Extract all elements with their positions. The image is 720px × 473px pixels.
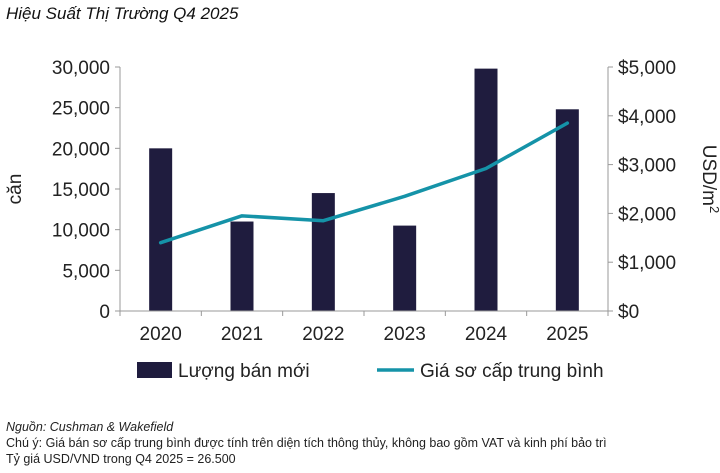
x-axis-ticks: 2020 2021 2022 2023 2024 2025 (119, 311, 609, 345)
source-note: Nguồn: Cushman & Wakefield (6, 420, 174, 434)
right-tick-label: $1,000 (618, 253, 676, 274)
chart-title: Hiệu Suất Thị Trường Q4 2025 (6, 4, 239, 23)
y-axis-label: căn (5, 174, 26, 205)
left-tick-label: 30,000 (52, 58, 110, 79)
x-tick-label: 2025 (546, 324, 588, 345)
right-tick-label: $3,000 (618, 156, 676, 177)
left-tick-label: 25,000 (52, 99, 110, 120)
line-series (158, 121, 570, 245)
legend-bar-swatch (137, 362, 172, 378)
bar-series (149, 68, 579, 311)
exchange-rate-note: Tỷ giá USD/VND trong Q4 2025 = 26.500 (6, 452, 236, 466)
x-tick-label: 2022 (302, 324, 344, 345)
x-tick-label: 2020 (140, 324, 182, 345)
bar (393, 225, 417, 311)
x-tick-label: 2023 (384, 324, 426, 345)
left-tick-label: 20,000 (52, 139, 110, 160)
bar (149, 148, 173, 311)
left-axis-ticks: 0 5,000 10,000 15,000 20,000 25,000 30,000 (52, 58, 120, 323)
right-axis-ticks: $0 $1,000 $2,000 $3,000 $4,000 $5,000 (608, 58, 676, 323)
bar (474, 68, 498, 311)
right-tick-label: $2,000 (618, 204, 676, 225)
bar (311, 193, 335, 311)
y-axis-label-right: USD/m2 (698, 145, 720, 213)
price-line (158, 121, 570, 245)
x-tick-label: 2024 (465, 324, 508, 345)
chart-notes: Nguồn: Cushman & Wakefield Chú ý: Giá bá… (6, 419, 607, 467)
bar (555, 109, 579, 311)
right-tick-label: $0 (618, 302, 639, 323)
left-tick-label: 10,000 (52, 221, 110, 242)
right-tick-label: $4,000 (618, 107, 676, 128)
left-tick-label: 5,000 (62, 261, 110, 282)
left-tick-label: 15,000 (52, 180, 110, 201)
bar (230, 221, 254, 311)
legend: Lượng bán mới Giá sơ cấp trung bình (137, 361, 604, 382)
legend-bar-label: Lượng bán mới (178, 361, 310, 382)
left-tick-label: 0 (99, 302, 110, 323)
legend-line-label: Giá sơ cấp trung bình (420, 361, 604, 382)
x-tick-label: 2021 (221, 324, 263, 345)
price-note: Chú ý: Giá bán sơ cấp trung bình được tí… (6, 436, 607, 450)
right-tick-label: $5,000 (618, 58, 676, 79)
